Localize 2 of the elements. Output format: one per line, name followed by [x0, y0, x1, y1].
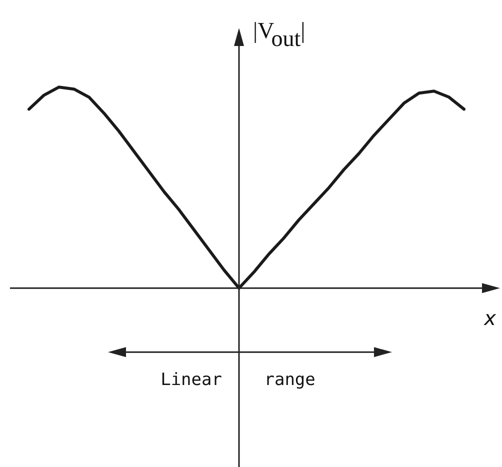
text: Linear range: [160, 370, 316, 390]
x-axis-title: x: [483, 306, 496, 330]
